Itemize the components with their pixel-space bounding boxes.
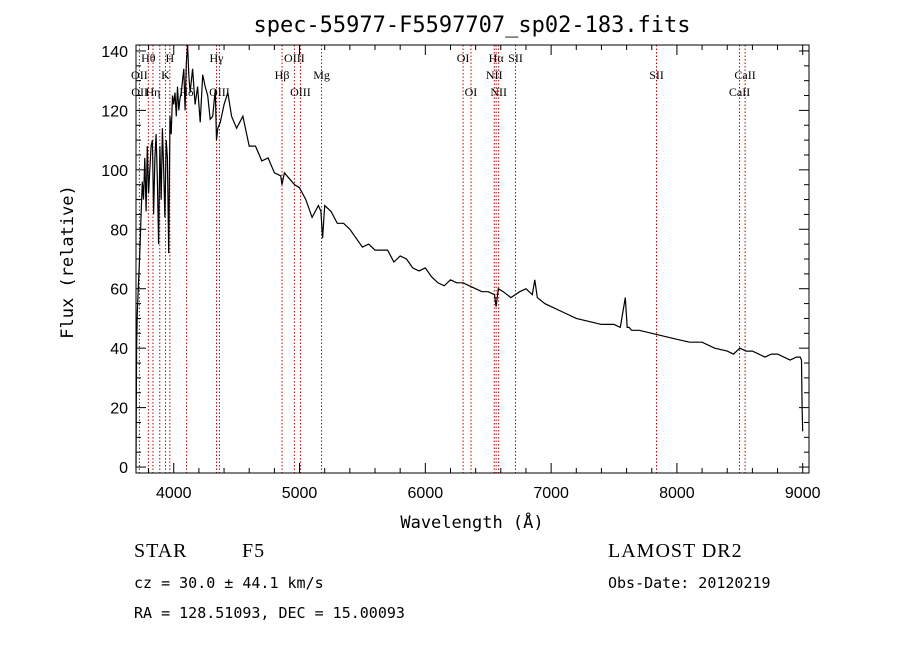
x-tick-label: 4000 <box>156 485 192 502</box>
x-tick-label: 9000 <box>785 485 821 502</box>
x-axis-label: Wavelength (Å) <box>400 511 543 533</box>
y-tick-label: 20 <box>110 401 128 418</box>
emission-line-label: Hη <box>146 85 161 99</box>
emission-line-label: Mg <box>313 68 330 82</box>
chart-title: spec-55977-F5597707_sp02-183.fits <box>253 13 690 38</box>
x-tick-label: 7000 <box>533 485 569 502</box>
x-tick-label: 6000 <box>408 485 444 502</box>
y-tick-label: 40 <box>110 341 128 358</box>
emission-line-label: Hγ <box>210 51 225 65</box>
y-tick-label: 80 <box>110 222 128 239</box>
emission-line-label: K <box>161 68 170 82</box>
y-tick-label: 100 <box>101 163 128 180</box>
emission-line-label: OI <box>465 85 478 99</box>
emission-line-label: Hθ <box>141 51 156 65</box>
y-tick-label: 0 <box>119 460 128 477</box>
emission-line-label: Hβ <box>275 68 290 82</box>
emission-line-label: CaII <box>729 85 750 99</box>
spectrum-line <box>135 44 804 468</box>
axis-tick-layer: 4000 5000 6000 7000 8000 9000 0 20 40 60 80 100 120 1… <box>101 44 820 502</box>
plot-frame <box>135 44 810 474</box>
emission-line-label: NII <box>486 68 503 82</box>
emission-line-label: SII <box>649 68 664 82</box>
survey-name: LAMOST DR2 <box>608 540 743 562</box>
emission-line-label: Hα <box>489 51 505 65</box>
y-tick-label: 120 <box>101 103 128 120</box>
emission-line-label: H <box>166 51 175 65</box>
emission-line-label: CaII <box>734 68 755 82</box>
emission-line-label: OIII <box>290 85 311 99</box>
redshift-readout: cz = 30.0 ± 44.1 km/s <box>134 574 324 592</box>
x-tick-label: 5000 <box>282 485 318 502</box>
y-axis-label: Flux (relative) <box>58 185 78 339</box>
y-tick-label: 60 <box>110 282 128 299</box>
object-subclass: F5 <box>242 540 266 562</box>
emission-line-label: OIII <box>284 51 305 65</box>
object-class: STAR <box>134 540 188 562</box>
observation-date: Obs-Date: 20120219 <box>608 574 771 592</box>
emission-line-label: OI <box>457 51 470 65</box>
emission-line-label: SII <box>508 51 523 65</box>
emission-line-label: OII <box>131 68 148 82</box>
y-tick-label: 140 <box>101 44 128 61</box>
coordinates-readout: RA = 128.51093, DEC = 15.00093 <box>134 604 405 622</box>
emission-line-label: OII <box>131 85 148 99</box>
emission-line-label: NII <box>490 85 507 99</box>
x-tick-label: 8000 <box>659 485 695 502</box>
emission-marker-layer <box>138 45 746 473</box>
